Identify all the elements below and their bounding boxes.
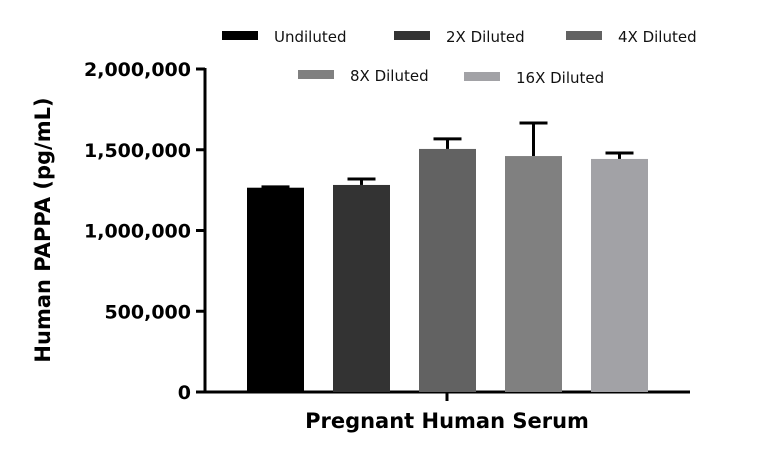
legend-label: 8X Diluted: [350, 67, 429, 85]
y-axis-title: Human PAPPA (pg/mL): [31, 97, 55, 362]
legend-swatch: [394, 31, 430, 40]
bars: [247, 121, 648, 392]
legend-swatch: [222, 31, 258, 40]
legend: Undiluted 2X Diluted 4X Diluted 8X Diluted 1…: [222, 28, 697, 87]
legend-swatch: [464, 72, 500, 81]
legend-label: 4X Diluted: [618, 28, 697, 46]
bar-4x-diluted: [419, 148, 476, 392]
x-axis-title: Pregnant Human Serum: [305, 409, 589, 433]
legend-label: 2X Diluted: [446, 28, 525, 46]
bar-2x-diluted: [333, 184, 390, 392]
y-axis: 0 500,000 1,000,000 1,500,000 2,000,000: [84, 59, 207, 404]
y-tick-label: 500,000: [104, 301, 191, 323]
y-tick-label: 2,000,000: [84, 59, 191, 81]
bar-16x-diluted: [591, 158, 648, 392]
legend-swatch: [566, 31, 602, 40]
x-axis: [204, 390, 690, 401]
y-tick-label: 1,500,000: [84, 140, 191, 162]
y-tick-label: 1,000,000: [84, 221, 191, 243]
legend-label: Undiluted: [274, 28, 346, 46]
bar-undiluted: [247, 187, 304, 392]
bar-8x-diluted: [505, 156, 562, 392]
legend-swatch: [298, 70, 334, 79]
y-tick-label: 0: [178, 382, 191, 404]
legend-label: 16X Diluted: [516, 69, 604, 87]
